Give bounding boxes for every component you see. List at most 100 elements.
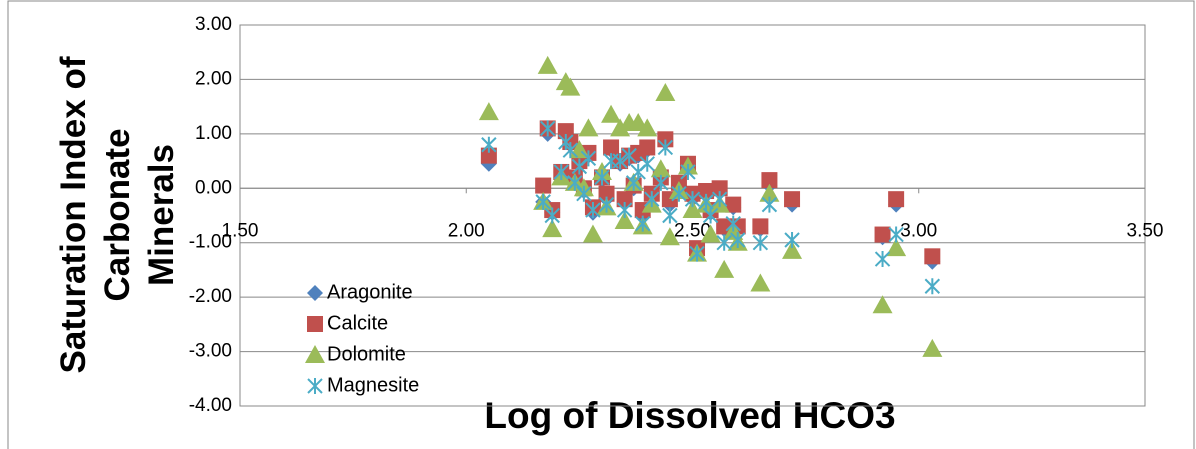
marker [924,248,941,265]
marker-shape [307,316,323,332]
marker-shape [874,226,891,243]
marker [716,234,732,251]
marker-shape [639,155,655,172]
marker-shape [601,104,622,123]
marker [562,142,579,159]
marker [700,224,721,243]
marker [630,163,646,180]
marker-shape [585,202,601,219]
marker [924,278,941,295]
marker [616,202,633,219]
marker [886,238,907,257]
marker-shape [682,200,703,219]
y-tick-label: 2.00 [195,68,232,89]
marker [598,196,615,213]
marker-shape [580,150,597,167]
marker [655,83,676,102]
y-tick-label: 3.00 [195,14,232,35]
marker [650,159,671,178]
legend-label: Dolomite [327,343,406,365]
marker-shape [659,227,680,246]
marker-shape [680,163,696,180]
marker-shape [725,215,741,232]
marker-shape [553,163,569,180]
marker-shape [594,169,610,186]
marker-shape [872,295,893,314]
marker-shape [537,55,558,74]
marker-shape [567,174,583,191]
marker [711,180,728,197]
marker-shape [582,224,603,243]
marker [714,259,735,278]
marker-shape [702,207,719,224]
x-tick-label: 2.00 [448,220,485,241]
marker [585,202,601,219]
x-tick-label: 3.00 [900,220,937,241]
marker [553,163,569,180]
marker-shape [725,196,742,213]
marker [560,77,581,96]
marker-shape [698,193,714,210]
marker-shape [684,191,701,208]
marker [480,147,497,164]
legend-marker [307,378,323,394]
marker-shape [621,147,637,164]
marker-shape [752,218,769,235]
marker [698,183,715,200]
marker [639,155,655,172]
y-tick-label: -1.00 [189,232,232,253]
x-tick-label: 2.50 [674,220,711,241]
marker-shape [610,118,631,137]
marker-shape [578,118,599,137]
marker [653,174,669,191]
marker [752,218,769,235]
chart-border [7,0,1195,449]
marker [612,153,628,170]
legend-label: Magnesite [327,374,419,396]
marker-shape [698,183,715,200]
marker-shape [714,259,735,278]
marker-shape [886,238,907,257]
marker [874,251,891,268]
marker-shape [544,207,560,224]
marker-shape [752,234,769,251]
marker-shape [616,191,633,208]
marker-shape [603,139,620,156]
marker-shape [782,240,803,259]
marker [716,218,733,235]
marker-shape [716,234,732,251]
legend-marker [307,316,323,332]
marker [603,139,620,156]
marker-shape [637,118,658,137]
marker-shape [535,193,551,210]
legend-label: Calcite [327,312,388,334]
marker-shape [657,139,674,156]
marker-shape [616,202,633,219]
marker-shape [480,147,497,164]
marker-shape [560,77,581,96]
marker-shape [761,172,778,189]
marker-shape [924,278,941,295]
y-tick-label: -3.00 [189,341,232,362]
marker-shape [614,210,635,229]
marker [784,191,801,208]
marker [539,120,556,137]
marker [537,55,558,74]
marker [478,102,499,121]
marker-shape [784,231,800,248]
marker [601,104,622,123]
x-tick-label: 1.50 [222,220,259,241]
marker [682,200,703,219]
marker-shape [711,180,728,197]
marker [639,139,656,156]
marker-shape [639,139,656,156]
marker [680,163,696,180]
marker [637,118,658,137]
marker [872,295,893,314]
marker-shape [650,159,671,178]
marker-shape [612,153,628,170]
marker [874,226,891,243]
marker-shape [761,196,778,213]
